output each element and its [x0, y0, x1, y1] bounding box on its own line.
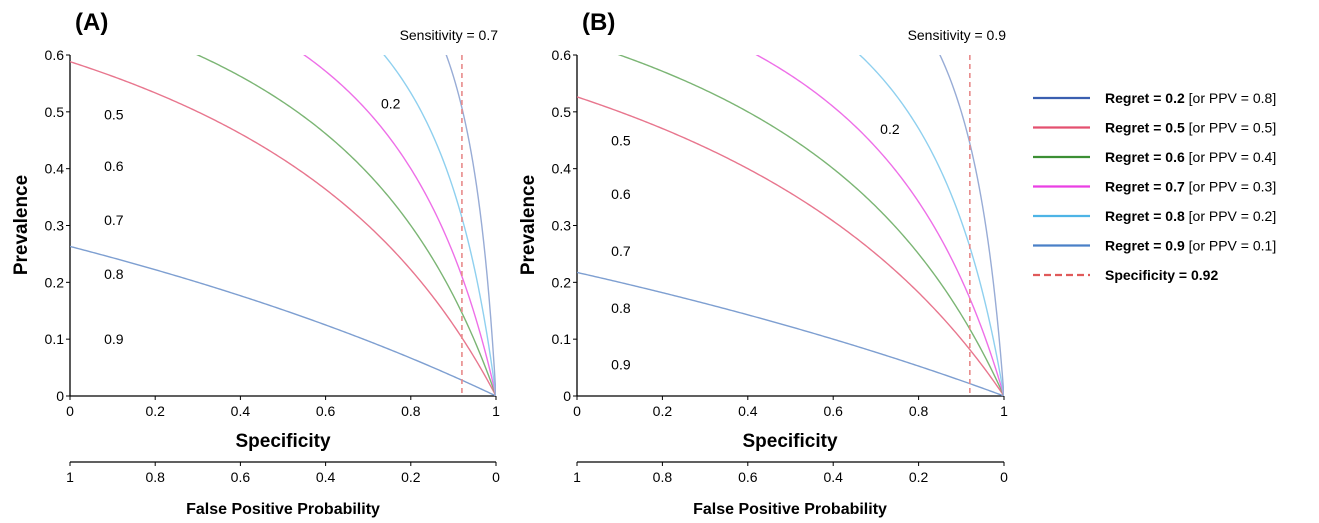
y-tick-label: 0.6: [45, 47, 65, 63]
curve-label: 0.6: [611, 186, 631, 202]
x-tick-label: 0.2: [653, 403, 673, 419]
x-tick-label: 0.4: [231, 403, 251, 419]
curve-label: 0.6: [104, 158, 124, 174]
x-tick-label: 1: [1000, 403, 1008, 419]
x-tick-label: 0.6: [316, 403, 336, 419]
x-tick-label: 0: [573, 403, 581, 419]
x-axis-title: Specificity: [235, 431, 330, 452]
y-tick-label: 0.5: [552, 104, 572, 120]
secondary-tick-label: 1: [66, 469, 74, 485]
y-tick-label: 0.1: [45, 331, 65, 347]
legend-label: Regret = 0.5 [or PPV = 0.5]: [1105, 120, 1276, 136]
legend-item: Regret = 0.2 [or PPV = 0.8]: [1033, 90, 1276, 106]
legend-item: Regret = 0.6 [or PPV = 0.4]: [1033, 149, 1276, 165]
secondary-tick-label: 0: [492, 469, 500, 485]
series-line-regret-0.9: [445, 55, 496, 396]
series-line-regret-0.9: [939, 55, 1004, 396]
panel-label: (A): [75, 9, 108, 36]
x-tick-label: 0.4: [738, 403, 758, 419]
y-tick-label: 0.2: [552, 274, 572, 290]
y-axis-title: Prevalence: [518, 175, 539, 275]
series-line-regret-0.6: [617, 55, 1004, 396]
series-line-regret-0.2: [577, 271, 1004, 396]
secondary-x-axis-title: False Positive Probability: [186, 501, 380, 518]
secondary-tick-label: 0.4: [823, 469, 843, 485]
series-line-regret-0.7: [303, 55, 496, 396]
y-tick-label: 0: [56, 388, 64, 404]
curve-label: 0.8: [104, 266, 124, 282]
legend-item: Specificity = 0.92: [1033, 267, 1218, 283]
plot-area: 0 0.1 0.2 0.3 0.4 0.5 0.6 0 0.2 0.4 0.6 0.8 1 0.2 0.5 0…: [45, 47, 501, 419]
curve-label: 0.2: [880, 121, 900, 137]
legend-label: Regret = 0.6 [or PPV = 0.4]: [1105, 149, 1276, 165]
secondary-tick-label: 0: [1000, 469, 1008, 485]
curve-label: 0.9: [611, 357, 631, 373]
curve-label: 0.5: [611, 132, 631, 148]
curve-label: 0.2: [381, 95, 401, 111]
secondary-tick-label: 0.6: [231, 469, 251, 485]
series-line-regret-0.5: [70, 61, 496, 396]
secondary-tick-label: 1: [573, 469, 581, 485]
y-tick-label: 0.3: [45, 218, 65, 234]
secondary-tick-label: 0.8: [653, 469, 673, 485]
secondary-x-axis: 1 0.8 0.6 0.4 0.2 0: [66, 461, 500, 485]
series-line-regret-0.8: [383, 55, 496, 396]
y-axis-title: Prevalence: [11, 175, 32, 275]
chart-panel-a: (A) Sensitivity = 0.7 0 0.1 0.2 0.3 0.4 0.5 0.…: [11, 9, 501, 518]
y-tick-label: 0.3: [552, 218, 572, 234]
x-tick-label: 0.6: [823, 403, 843, 419]
legend-item: Regret = 0.5 [or PPV = 0.5]: [1033, 120, 1276, 136]
y-tick-label: 0.6: [552, 47, 572, 63]
y-tick-label: 0.5: [45, 104, 65, 120]
y-tick-label: 0.2: [45, 274, 65, 290]
secondary-tick-label: 0.2: [401, 469, 421, 485]
series-line-regret-0.2: [70, 245, 496, 396]
legend: Regret = 0.2 [or PPV = 0.8] Regret = 0.5 …: [1033, 90, 1276, 283]
y-tick-label: 0.4: [45, 161, 65, 177]
legend-item: Regret = 0.7 [or PPV = 0.3]: [1033, 179, 1276, 195]
secondary-tick-label: 0.4: [316, 469, 336, 485]
legend-item: Regret = 0.9 [or PPV = 0.1]: [1033, 238, 1276, 254]
legend-label: Specificity = 0.92: [1105, 267, 1218, 283]
series-line-regret-0.7: [755, 55, 1004, 396]
x-tick-label: 0.8: [909, 403, 929, 419]
panel-label: (B): [582, 9, 615, 36]
y-tick-label: 0.1: [552, 331, 572, 347]
legend-item: Regret = 0.8 [or PPV = 0.2]: [1033, 208, 1276, 224]
secondary-x-axis: 1 0.8 0.6 0.4 0.2 0: [573, 461, 1008, 485]
x-tick-label: 0.2: [145, 403, 165, 419]
legend-label: Regret = 0.2 [or PPV = 0.8]: [1105, 90, 1276, 106]
secondary-tick-label: 0.2: [909, 469, 929, 485]
series-line-regret-0.8: [858, 55, 1004, 396]
y-tick-label: 0.4: [552, 161, 572, 177]
legend-label: Regret = 0.8 [or PPV = 0.2]: [1105, 208, 1276, 224]
plot-area: 0 0.1 0.2 0.3 0.4 0.5 0.6 0 0.2 0.4 0.6 0.8 1 0.2 0.5 0…: [552, 47, 1009, 419]
secondary-tick-label: 0.8: [145, 469, 165, 485]
series-line-regret-0.5: [577, 96, 1004, 396]
sensitivity-label: Sensitivity = 0.9: [908, 27, 1007, 43]
curve-label: 0.7: [104, 212, 124, 228]
curve-label: 0.5: [104, 107, 124, 123]
curve-label: 0.9: [104, 331, 124, 347]
secondary-tick-label: 0.6: [738, 469, 758, 485]
series-line-regret-0.6: [196, 55, 496, 396]
x-axis-title: Specificity: [742, 431, 837, 452]
x-tick-label: 1: [492, 403, 500, 419]
y-tick-label: 0: [563, 388, 571, 404]
secondary-x-axis-title: False Positive Probability: [693, 501, 887, 518]
curve-label: 0.7: [611, 243, 631, 259]
curve-label: 0.8: [611, 300, 631, 316]
legend-label: Regret = 0.7 [or PPV = 0.3]: [1105, 179, 1276, 195]
sensitivity-label: Sensitivity = 0.7: [400, 27, 499, 43]
x-tick-label: 0.8: [401, 403, 421, 419]
legend-label: Regret = 0.9 [or PPV = 0.1]: [1105, 238, 1276, 254]
chart-panel-b: (B) Sensitivity = 0.9 0 0.1 0.2 0.3 0.4 0.5 0.…: [518, 9, 1009, 518]
x-tick-label: 0: [66, 403, 74, 419]
